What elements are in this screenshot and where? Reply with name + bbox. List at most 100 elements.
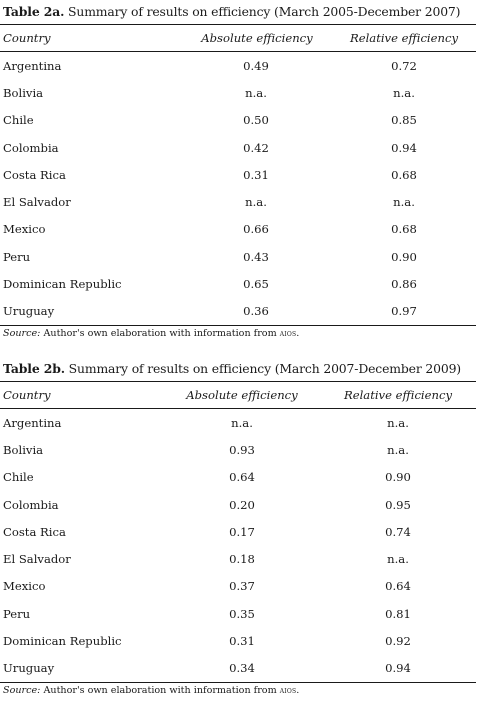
table-2b-source-end: .	[296, 684, 300, 696]
table-2b-block: Table 2b. Summary of results on efficien…	[0, 357, 478, 701]
table-2a-bottom-rule	[0, 324, 476, 326]
table-2b-cell-relative: n.a.	[387, 442, 409, 457]
table-2a-cell-country: Costa Rica	[3, 167, 66, 182]
table-2b-cell-absolute: 0.31	[229, 634, 255, 649]
table-2b-cell-relative: 0.95	[385, 497, 411, 512]
table-2a-caption-label: Table 2a.	[3, 4, 65, 19]
table-2a-cell-country: Colombia	[3, 140, 59, 155]
table-2a-cell-relative: 0.68	[391, 222, 417, 237]
table-2a-cell-relative: n.a.	[393, 85, 415, 100]
table-2b-cell-relative: 0.94	[385, 661, 411, 676]
table-2a-header-rule	[0, 51, 476, 52]
table-2a-row: Costa Rica 0.31 0.68	[0, 161, 476, 188]
table-2a-cell-country: Dominican Republic	[3, 277, 122, 292]
table-2b-top-rule	[0, 381, 476, 382]
table-2a-cell-country: El Salvador	[3, 195, 71, 210]
table-2b-cell-absolute: 0.18	[229, 552, 255, 567]
table-2b-row: Peru 0.35 0.81	[0, 600, 476, 627]
table-2b-row: Bolivia 0.93 n.a.	[0, 436, 476, 463]
table-2a-cell-absolute: 0.65	[243, 277, 269, 292]
table-2b-cell-country: El Salvador	[3, 552, 71, 567]
table-2a-source: Source: Author's own elaboration with in…	[0, 326, 478, 344]
table-2b-bottom-rule	[0, 681, 476, 683]
table-2b-cell-relative: 0.90	[385, 470, 411, 485]
table-2b-cell-relative: n.a.	[387, 415, 409, 430]
table-2a-cell-absolute: 0.31	[243, 167, 269, 182]
table-2a-source-text: Author's own elaboration with informatio…	[40, 327, 280, 339]
table-2b-header-absolute: Absolute efficiency	[186, 388, 298, 402]
table-2b-cell-country: Bolivia	[3, 442, 44, 457]
table-2b-row: Dominican Republic 0.31 0.92	[0, 627, 476, 654]
table-2b-caption-label: Table 2b.	[3, 361, 65, 376]
table-2b-cell-relative: n.a.	[387, 552, 409, 567]
table-2b-caption-text: Summary of results on efficiency (March …	[64, 361, 461, 376]
table-2a-cell-country: Bolivia	[3, 85, 44, 100]
table-2a-cell-absolute: 0.49	[243, 58, 269, 73]
table-2a-cell-country: Peru	[3, 249, 31, 264]
table-2a-cell-relative: 0.94	[391, 140, 417, 155]
table-2b-cell-absolute: 0.20	[229, 497, 255, 512]
table-2b-header-relative: Relative efficiency	[343, 388, 453, 402]
table-2a-cell-relative: 0.86	[391, 277, 417, 292]
table-2b-header-rule	[0, 408, 476, 409]
table-2a-body: Argentina 0.49 0.72 Bolivia n.a. n.a. Chile 0.5…	[0, 52, 476, 325]
table-2b-source-label: Source:	[3, 684, 41, 696]
table-2a-caption: Table 2a. Summary of results on efficien…	[0, 0, 478, 24]
table-2a-cell-absolute: n.a.	[245, 85, 267, 100]
table-2a-cell-absolute: 0.43	[243, 249, 269, 264]
table-2a-cell-relative: 0.85	[391, 113, 417, 128]
table-2a-row: Colombia 0.42 0.94	[0, 134, 476, 161]
table-2b-cell-country: Peru	[3, 606, 31, 621]
table-2b-source-org: aios	[279, 685, 297, 695]
table-2a-row: Uruguay 0.36 0.97	[0, 298, 476, 325]
table-2b-cell-absolute: 0.34	[229, 661, 255, 676]
table-2a-row: Bolivia n.a. n.a.	[0, 79, 476, 106]
table-2a-row: Dominican Republic 0.65 0.86	[0, 270, 476, 297]
table-2a-row: Argentina 0.49 0.72	[0, 52, 476, 79]
table-2a-cell-country: Mexico	[3, 222, 46, 237]
table-2a-cell-absolute: n.a.	[245, 195, 267, 210]
table-2b-row: Chile 0.64 0.90	[0, 464, 476, 491]
table-2b-cell-country: Colombia	[3, 497, 59, 512]
table-2b-caption: Table 2b. Summary of results on efficien…	[0, 357, 478, 381]
table-2b-row: Costa Rica 0.17 0.74	[0, 518, 476, 545]
table-2a-cell-relative: 0.90	[391, 249, 417, 264]
table-2b-cell-relative: 0.92	[385, 634, 411, 649]
table-2b-cell-absolute: 0.93	[229, 442, 255, 457]
table-2a-header-row: Country Absolute efficiency Relative eff…	[0, 25, 476, 51]
table-2a-row: El Salvador n.a. n.a.	[0, 188, 476, 215]
table-2b-body: Argentina n.a. n.a. Bolivia 0.93 n.a. Chile 0.6…	[0, 409, 476, 682]
table-2a-top-rule	[0, 24, 476, 25]
table-2a-cell-relative: n.a.	[393, 195, 415, 210]
table-2a-block: Table 2a. Summary of results on efficien…	[0, 0, 478, 344]
table-2a-cell-absolute: 0.50	[243, 113, 269, 128]
table-2b-cell-country: Dominican Republic	[3, 634, 122, 649]
table-2b-cell-country: Chile	[3, 470, 34, 485]
table-2a: Country Absolute efficiency Relative eff…	[0, 25, 476, 51]
table-2a-cell-absolute: 0.36	[243, 304, 269, 319]
table-2b-source: Source: Author's own elaboration with in…	[0, 683, 478, 701]
table-2a-row: Chile 0.50 0.85	[0, 107, 476, 134]
table-2b-cell-absolute: 0.35	[229, 606, 255, 621]
table-2a-source-label: Source:	[3, 327, 41, 339]
table-2a-caption-text: Summary of results on efficiency (March …	[64, 4, 461, 19]
table-2b: Country Absolute efficiency Relative eff…	[0, 382, 476, 408]
table-2a-row: Mexico 0.66 0.68	[0, 216, 476, 243]
table-2a-cell-absolute: 0.66	[243, 222, 269, 237]
table-2b-row: Mexico 0.37 0.64	[0, 573, 476, 600]
table-2b-header-row: Country Absolute efficiency Relative eff…	[0, 382, 476, 408]
table-2a-cell-country: Uruguay	[3, 304, 55, 319]
table-2b-row: Colombia 0.20 0.95	[0, 491, 476, 518]
table-2b-header-country: Country	[3, 388, 51, 402]
table-2b-cell-absolute: 0.17	[229, 524, 255, 539]
table-2b-source-text: Author's own elaboration with informatio…	[40, 684, 280, 696]
table-2a-source-end: .	[296, 327, 300, 339]
table-2a-header-relative: Relative efficiency	[349, 31, 459, 45]
table-2b-row: Argentina n.a. n.a.	[0, 409, 476, 436]
table-2a-row: Peru 0.43 0.90	[0, 243, 476, 270]
table-2a-source-org: aios	[279, 328, 297, 338]
table-2b-cell-absolute: 0.64	[229, 470, 255, 485]
table-2a-cell-relative: 0.97	[391, 304, 417, 319]
table-2b-cell-absolute: 0.37	[229, 579, 255, 594]
table-2a-cell-country: Chile	[3, 113, 34, 128]
